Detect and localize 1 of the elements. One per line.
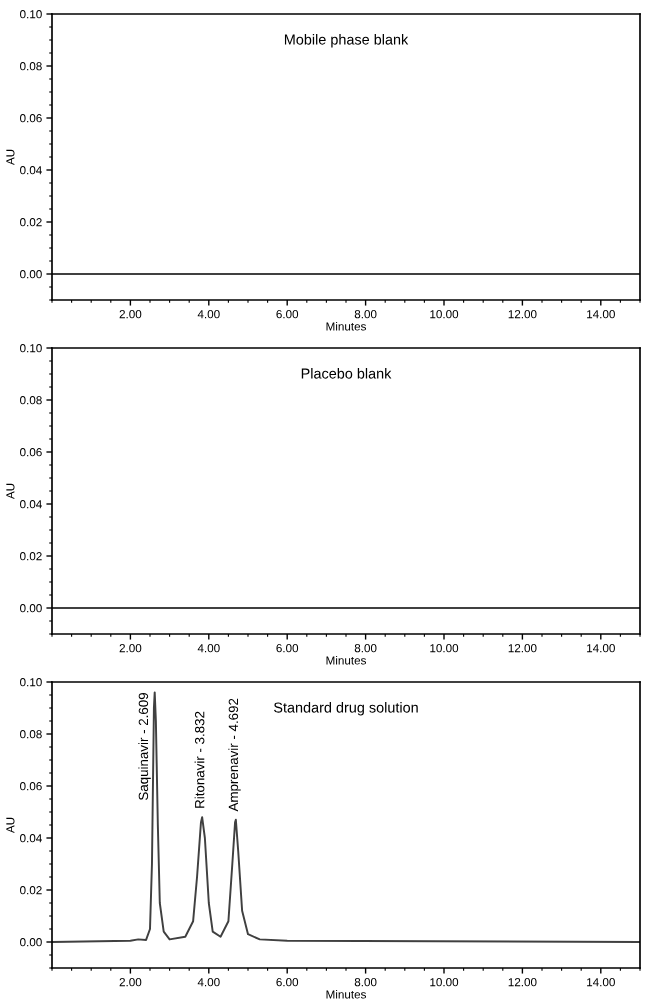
line-series	[52, 691, 640, 943]
